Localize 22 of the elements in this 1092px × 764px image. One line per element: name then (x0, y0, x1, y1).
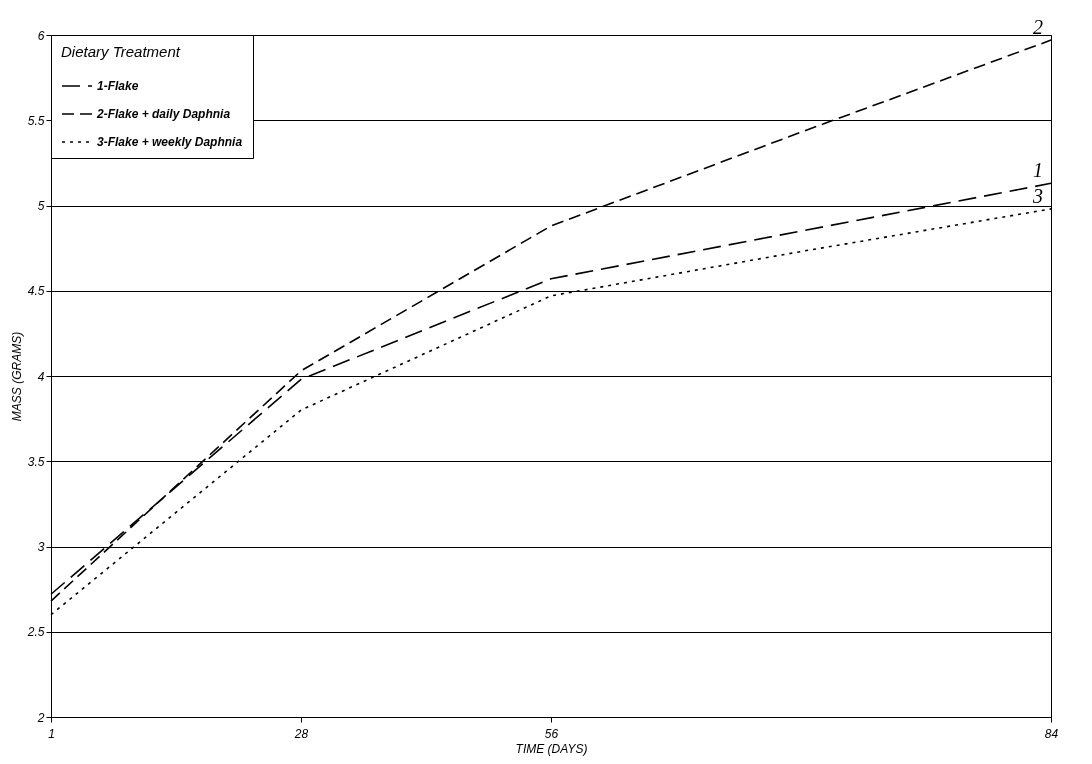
y-tick-label: 2 (36, 710, 45, 725)
y-tick-label: 5.5 (27, 113, 45, 128)
legend-label: 2-Flake + daily Daphnia (96, 107, 231, 121)
x-tick-label: 84 (1044, 726, 1059, 741)
legend-label: 1-Flake (97, 79, 139, 93)
y-tick-label: 3.5 (27, 454, 45, 469)
y-tick-label: 3 (37, 540, 45, 554)
x-axis-title: TIME (DAYS) (515, 741, 588, 756)
y-axis-title: MASS (GRAMS) (9, 331, 24, 422)
legend-label: 3-Flake + weekly Daphnia (97, 135, 243, 149)
y-tick-label: 6 (37, 28, 45, 43)
x-tick-label: 1 (48, 726, 55, 741)
annotation: 3 (1032, 184, 1043, 207)
y-tick-label: 4.5 (27, 284, 45, 299)
y-tick-label: 2.5 (26, 625, 45, 640)
x-tick-label: 28 (293, 726, 309, 741)
annotation: 1 (1033, 159, 1043, 182)
y-tick-label: 4 (37, 369, 45, 384)
x-tick-label: 56 (544, 726, 559, 741)
y-tick-label: 5 (37, 199, 45, 213)
legend-title: Dietary Treatment (61, 43, 181, 60)
annotation: 2 (1033, 16, 1043, 39)
